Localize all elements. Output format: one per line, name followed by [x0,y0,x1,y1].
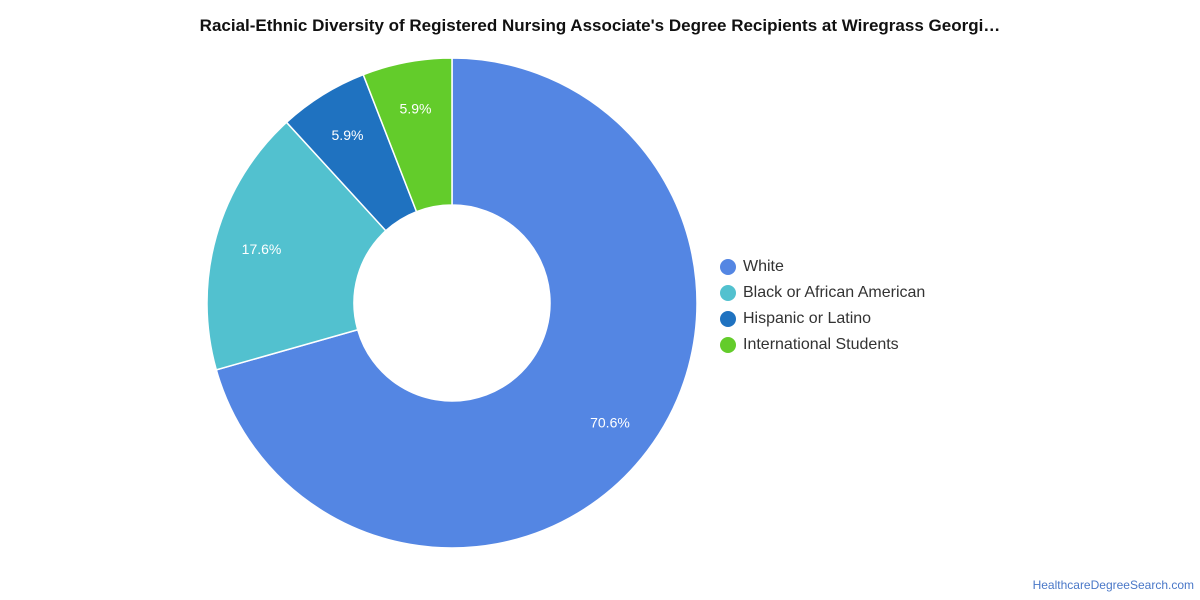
legend-swatch-icon [720,337,736,353]
legend-item[interactable]: International Students [720,332,925,358]
legend-item[interactable]: Hispanic or Latino [720,306,925,332]
legend: White Black or African American Hispanic o… [720,254,925,358]
legend-swatch-icon [720,285,736,301]
legend-item[interactable]: White [720,254,925,280]
slice-label: 5.9% [332,127,364,143]
legend-item[interactable]: Black or African American [720,280,925,306]
slice-international-students[interactable] [362,57,453,213]
slice-label: 17.6% [242,241,282,257]
legend-swatch-icon [720,259,736,275]
chart-title: Racial-Ethnic Diversity of Registered Nu… [199,16,1001,35]
legend-label: Hispanic or Latino [743,310,872,327]
slices-group [206,57,698,549]
watermark[interactable]: HealthcareDegreeSearch.com [1032,578,1194,592]
slice-white[interactable] [215,57,698,549]
slice-label: 70.6% [590,414,630,430]
legend-label: International Students [743,336,899,353]
legend-label: White [743,258,784,275]
labels-group: 70.6% 17.6% 5.9% 5.9% [242,100,630,430]
legend-swatch-icon [720,311,736,327]
slice-black-or-african-american[interactable] [206,121,387,371]
slice-label: 5.9% [400,100,432,116]
legend-label: Black or African American [743,284,926,301]
